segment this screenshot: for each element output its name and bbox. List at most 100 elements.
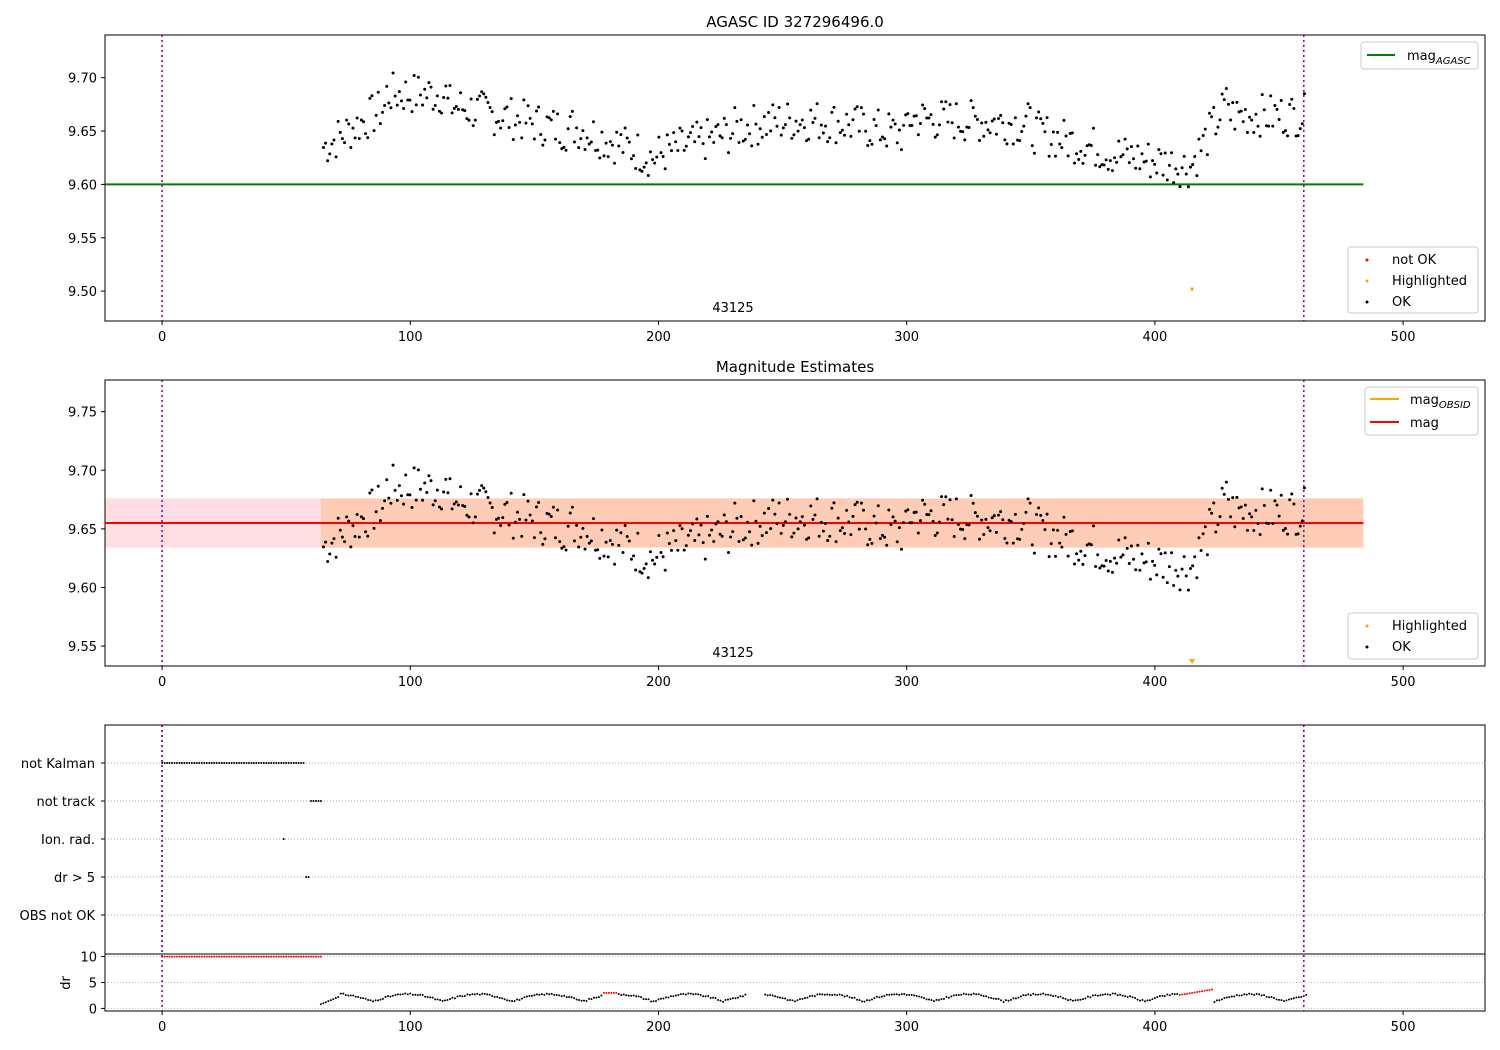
ok-point <box>1248 115 1252 119</box>
dr-point <box>965 993 968 996</box>
dr-point <box>848 996 851 999</box>
ok-point <box>513 123 517 127</box>
dr-clipped-point <box>218 955 221 958</box>
ok-point <box>632 154 636 158</box>
ok-point <box>621 151 625 155</box>
ok-point <box>509 491 513 495</box>
x-tick-label: 300 <box>894 675 919 690</box>
ok-point <box>760 135 764 139</box>
dr-point <box>1297 996 1300 999</box>
ok-point <box>849 533 853 537</box>
dr-point <box>826 993 829 996</box>
ok-point <box>809 504 813 508</box>
ok-point <box>378 519 382 523</box>
dr-point <box>1228 996 1231 999</box>
ok-point <box>741 538 745 542</box>
dr-plot-area <box>104 725 1486 1012</box>
dr-point <box>885 993 888 996</box>
ok-point <box>1079 549 1083 553</box>
dr-point <box>404 992 407 995</box>
dr-clipped-point <box>163 955 166 958</box>
dr-clipped-point <box>262 955 265 958</box>
ok-point <box>364 132 368 136</box>
ok-point <box>836 119 840 123</box>
dr-clipped-point <box>233 955 236 958</box>
dr-point <box>1268 996 1271 999</box>
ok-point <box>826 538 830 542</box>
dr-point <box>622 993 625 996</box>
ok-point <box>1151 159 1155 163</box>
flag-point <box>305 876 308 878</box>
ok-point <box>1058 541 1062 545</box>
ok-point <box>423 87 427 91</box>
ok-point <box>914 114 918 118</box>
dr-point <box>811 994 814 997</box>
ok-point <box>353 136 357 140</box>
dr-point <box>731 997 734 1000</box>
dr-point <box>977 993 980 996</box>
ok-point <box>1180 567 1184 571</box>
ok-point <box>1053 154 1057 158</box>
dr-point <box>679 993 682 996</box>
ok-point <box>431 503 435 507</box>
ok-point <box>1222 492 1226 496</box>
dr-point <box>1002 1000 1005 1003</box>
dr-clipped-point <box>173 955 176 958</box>
ok-point <box>750 543 754 547</box>
ok-point <box>562 145 566 149</box>
ok-point <box>897 128 901 132</box>
ok-point <box>790 535 794 539</box>
ok-point <box>748 530 752 534</box>
ok-point <box>1115 160 1119 164</box>
x-tick-label: 0 <box>158 675 166 690</box>
ok-point <box>1140 552 1144 556</box>
dr-flag-point <box>1206 989 1209 992</box>
ok-point <box>1039 513 1043 517</box>
ok-point <box>794 119 798 123</box>
ok-point <box>1066 554 1070 558</box>
ok-point <box>380 110 384 114</box>
ok-point <box>834 141 838 145</box>
ok-point <box>570 505 574 509</box>
dr-clipped-point <box>242 955 245 958</box>
dr-flag-point <box>1193 991 1196 994</box>
flag-point <box>210 762 213 764</box>
flag-point <box>195 762 198 764</box>
dr-point <box>486 993 489 996</box>
ok-point <box>1224 86 1228 90</box>
ok-point <box>849 134 853 138</box>
flag-point <box>319 800 322 802</box>
flag-point <box>297 762 300 764</box>
ok-point <box>899 148 903 152</box>
ok-point <box>1214 132 1218 136</box>
dr-point <box>1042 992 1045 995</box>
ok-point <box>644 161 648 165</box>
ok-point <box>402 106 406 110</box>
ok-point <box>473 515 477 519</box>
ok-point <box>338 130 342 134</box>
ok-point <box>376 484 380 488</box>
ok-point <box>779 133 783 137</box>
ok-point <box>771 498 775 502</box>
ok-point <box>893 122 897 126</box>
dr-point <box>645 998 648 1001</box>
dr-clipped-point <box>265 955 268 958</box>
ok-point <box>627 140 631 144</box>
dr-point <box>942 997 945 1000</box>
dr-point <box>1220 998 1223 1001</box>
ok-point <box>437 505 441 509</box>
dr-point <box>481 992 484 995</box>
flag-point <box>188 762 191 764</box>
dr-point <box>498 996 501 999</box>
ok-point <box>967 125 971 129</box>
ok-point <box>1176 574 1180 578</box>
dr-flag-point <box>1183 993 1186 996</box>
dr-point <box>664 996 667 999</box>
dr-point <box>1059 995 1062 998</box>
ok-point <box>1229 515 1233 519</box>
ok-point <box>739 118 743 122</box>
ok-point <box>465 117 469 121</box>
y-tick-label: 5 <box>89 977 97 992</box>
ok-point <box>1104 558 1108 562</box>
dr-point <box>329 999 332 1002</box>
